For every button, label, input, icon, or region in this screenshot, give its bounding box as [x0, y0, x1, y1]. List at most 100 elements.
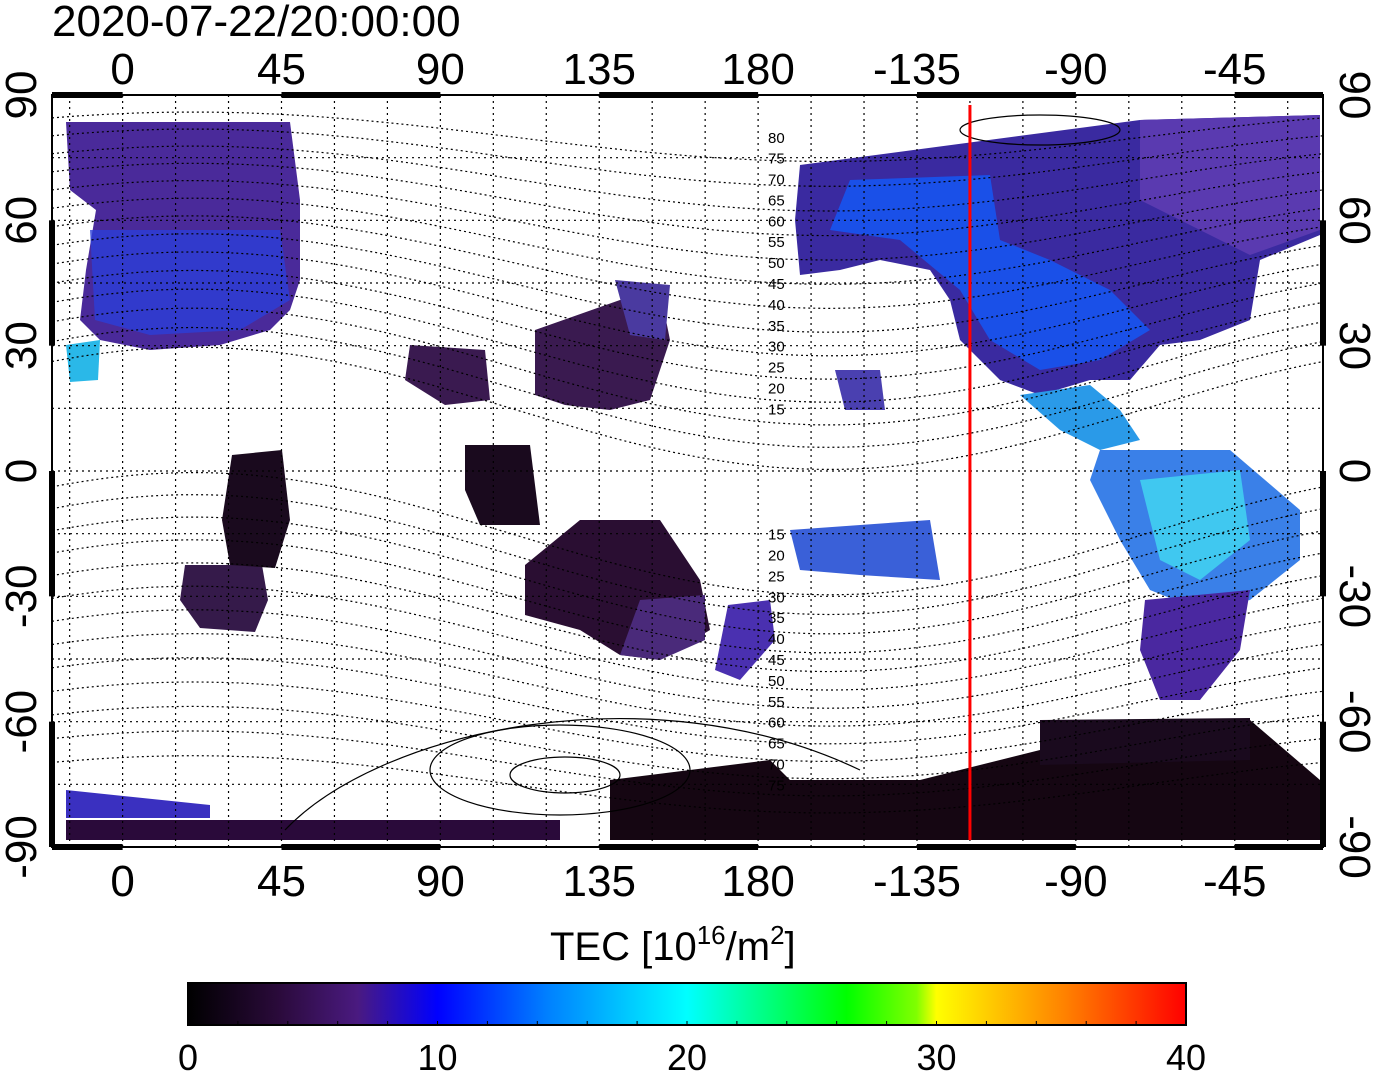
lon-tick-label-bottom: -45 — [1203, 857, 1267, 906]
mag-lat-label: 35 — [768, 610, 785, 627]
south-mag-pole-ring-inner — [509, 756, 621, 794]
lat-tick-label-right: 0 — [1330, 459, 1374, 483]
mag-lat-label: 40 — [768, 631, 785, 648]
mag-lat-label: 70 — [768, 172, 785, 189]
lon-tick-label-bottom: -90 — [1044, 857, 1108, 906]
tec-region-asia-blue — [615, 280, 670, 340]
colorbar-label: 30 — [916, 1037, 956, 1073]
tec-region-iberia-cyan — [66, 340, 100, 382]
lat-tick-label-left: 60 — [0, 196, 46, 245]
colorbar — [187, 982, 1187, 1026]
lat-tick-label-right: -30 — [1330, 565, 1374, 629]
mag-lat-label: 50 — [768, 255, 785, 272]
top-lon-labels: 0 45 90 135 180 -135 -90 -45 — [110, 45, 1266, 94]
lon-tick-label-top: 0 — [110, 45, 134, 94]
lon-tick-label-top: 180 — [721, 45, 794, 94]
mag-lat-label: 45 — [768, 652, 785, 669]
mag-contour — [52, 705, 1323, 780]
left-lat-labels: 90 60 30 0 -30 -60 -90 — [0, 71, 46, 879]
mag-lat-label: 55 — [768, 234, 785, 251]
tec-data-layer — [66, 115, 1320, 840]
mag-lat-label: 75 — [768, 777, 785, 794]
lat-tick-label-left: -60 — [0, 690, 46, 754]
colorbar-title-suffix: ] — [785, 925, 796, 969]
timestamp-title: 2020-07-22/20:00:00 — [52, 0, 461, 46]
north-mag-pole-ring — [959, 114, 1121, 146]
tec-region-indonesia — [465, 445, 540, 525]
colorbar-title-exp: 16 — [697, 920, 726, 950]
map-area: 80 75 70 65 60 55 50 45 40 35 30 25 20 15 15 20 25 30 35 40… — [49, 92, 1326, 850]
tec-region-australia-purple — [620, 595, 705, 660]
mag-lat-label: 35 — [768, 318, 785, 335]
mag-contour — [52, 632, 1323, 727]
lon-tick-label-top: 135 — [563, 45, 636, 94]
magnetic-latitude-labels: 80 75 70 65 60 55 50 45 40 35 30 25 20 15 15 20 25 30 35 40… — [768, 130, 785, 795]
lon-tick-label-bottom: -135 — [873, 857, 961, 906]
axis-bar-bottom — [1234, 844, 1323, 850]
axis-bar-bottom — [52, 844, 123, 850]
mag-lat-label: 20 — [768, 548, 785, 565]
lon-tick-label-top: -90 — [1044, 45, 1108, 94]
axis-bar-left — [49, 471, 55, 597]
tec-region-india — [405, 345, 490, 405]
lon-tick-label-top: 45 — [257, 45, 306, 94]
mag-lat-label: 70 — [768, 756, 785, 773]
mag-contour — [52, 681, 1323, 763]
mag-lat-label: 60 — [768, 715, 785, 732]
lat-tick-label-right: 30 — [1330, 321, 1374, 370]
tec-region-south-america-cyan — [1140, 470, 1250, 580]
axis-bar-top — [916, 92, 1076, 98]
mag-lat-label: 25 — [768, 568, 785, 585]
lat-tick-label-right: 60 — [1330, 196, 1374, 245]
mag-lat-label: 60 — [768, 213, 785, 230]
mag-lat-label: 30 — [768, 339, 785, 356]
tec-region-newzealand — [715, 600, 775, 680]
axis-bars — [49, 92, 1326, 850]
mag-contour — [52, 179, 1323, 261]
lat-tick-label-left: 0 — [0, 459, 46, 483]
axis-bar-right — [1320, 471, 1326, 597]
lon-tick-label-bottom: 90 — [416, 857, 465, 906]
mag-lat-label: 50 — [768, 673, 785, 690]
axis-bar-top — [52, 92, 123, 98]
lat-tick-label-left: 90 — [0, 71, 46, 120]
bottom-lon-labels: 0 45 90 135 180 -135 -90 -45 — [110, 857, 1266, 906]
colorbar-label: 0 — [178, 1037, 198, 1073]
mag-contour — [52, 288, 1323, 403]
tec-region-pacific-south — [790, 520, 940, 580]
lon-tick-label-bottom: 0 — [110, 857, 134, 906]
colorbar-labels: 0 10 20 30 40 — [178, 1037, 1206, 1073]
south-mag-pole-ring-mid — [429, 724, 691, 816]
tec-region-patagonia — [1140, 590, 1250, 700]
tec-region-canada-east — [1140, 115, 1320, 255]
axis-bar-bottom — [599, 844, 759, 850]
axis-bar-left — [49, 721, 55, 847]
mag-lat-label: 55 — [768, 694, 785, 711]
lon-tick-label-top: -135 — [873, 45, 961, 94]
magnetic-latitude-contours — [52, 111, 1323, 814]
tec-region-north-america-blue — [830, 175, 1150, 370]
tec-region-central-america — [1020, 385, 1140, 450]
mag-lat-label: 80 — [768, 130, 785, 147]
mag-lat-label: 30 — [768, 589, 785, 606]
mag-contour — [52, 111, 1323, 163]
lat-tick-label-right: 90 — [1330, 71, 1374, 120]
lon-tick-label-top: 90 — [416, 45, 465, 94]
colorbar-ticks — [187, 1021, 1187, 1025]
lat-tick-label-right: -60 — [1330, 690, 1374, 754]
colorbar-title: TEC [1016/m2] — [550, 920, 796, 969]
south-mag-pole-ring-outer — [284, 718, 861, 831]
mag-contour — [52, 145, 1323, 212]
lat-tick-label-left: -90 — [0, 815, 46, 879]
right-lat-labels: 90 60 30 0 -30 -60 -90 — [1330, 71, 1374, 879]
lon-tick-label-top: -45 — [1203, 45, 1267, 94]
mag-lat-label: 25 — [768, 360, 785, 377]
axis-bar-right — [1320, 721, 1326, 847]
mag-lat-label: 15 — [768, 527, 785, 544]
axis-bar-bottom — [281, 844, 441, 850]
lat-tick-label-left: -30 — [0, 565, 46, 629]
mag-lat-label: 65 — [768, 736, 785, 753]
colorbar-label: 10 — [417, 1037, 457, 1073]
